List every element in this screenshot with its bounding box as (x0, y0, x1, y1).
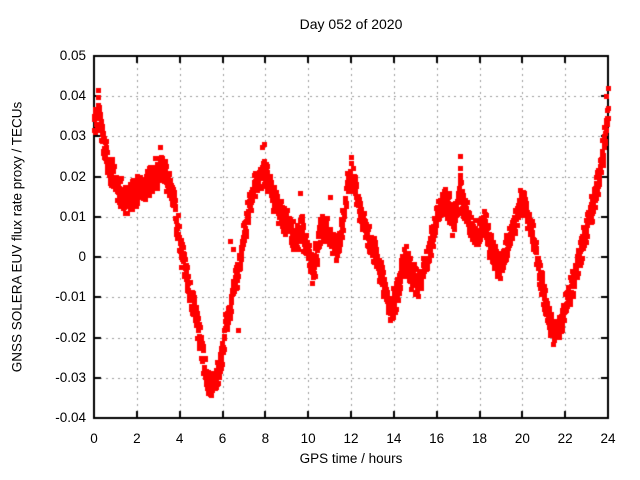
plot-area (94, 56, 608, 418)
y-tick-label: -0.01 (55, 289, 86, 305)
x-tick-label: 18 (471, 431, 488, 446)
x-tick-label: 12 (343, 431, 359, 446)
y-axis-label-text: GNSS SOLERA EUV flux rate proxy / TECUs (9, 101, 25, 373)
x-tick-label: 24 (600, 431, 616, 446)
y-tick-label: -0.02 (55, 329, 86, 345)
y-tick-label: 0.03 (59, 128, 86, 144)
chart-title: Day 052 of 2020 (299, 16, 403, 32)
y-tick-label: 0.04 (59, 88, 86, 104)
x-tick-label: 8 (261, 431, 270, 446)
x-tick-label: 22 (557, 431, 573, 446)
y-tick-label: 0 (78, 249, 86, 265)
y-tick-label: 0.01 (59, 209, 86, 225)
y-tick-label: -0.04 (55, 410, 86, 426)
y-tick-label: -0.03 (55, 369, 86, 385)
y-tick-label: 0.02 (59, 168, 86, 184)
x-tick-label: 4 (175, 431, 184, 446)
x-tick-label: 20 (514, 431, 530, 446)
x-tick-label: 2 (133, 431, 141, 446)
x-axis-label: GPS time / hours (299, 451, 403, 466)
x-tick-label: 0 (90, 431, 98, 446)
y-tick-label: 0.05 (59, 48, 86, 64)
x-tick-label: 16 (429, 431, 445, 446)
x-tick-label: 6 (218, 431, 227, 446)
x-tick-label: 14 (386, 431, 402, 446)
x-tick-label: 10 (300, 431, 316, 446)
